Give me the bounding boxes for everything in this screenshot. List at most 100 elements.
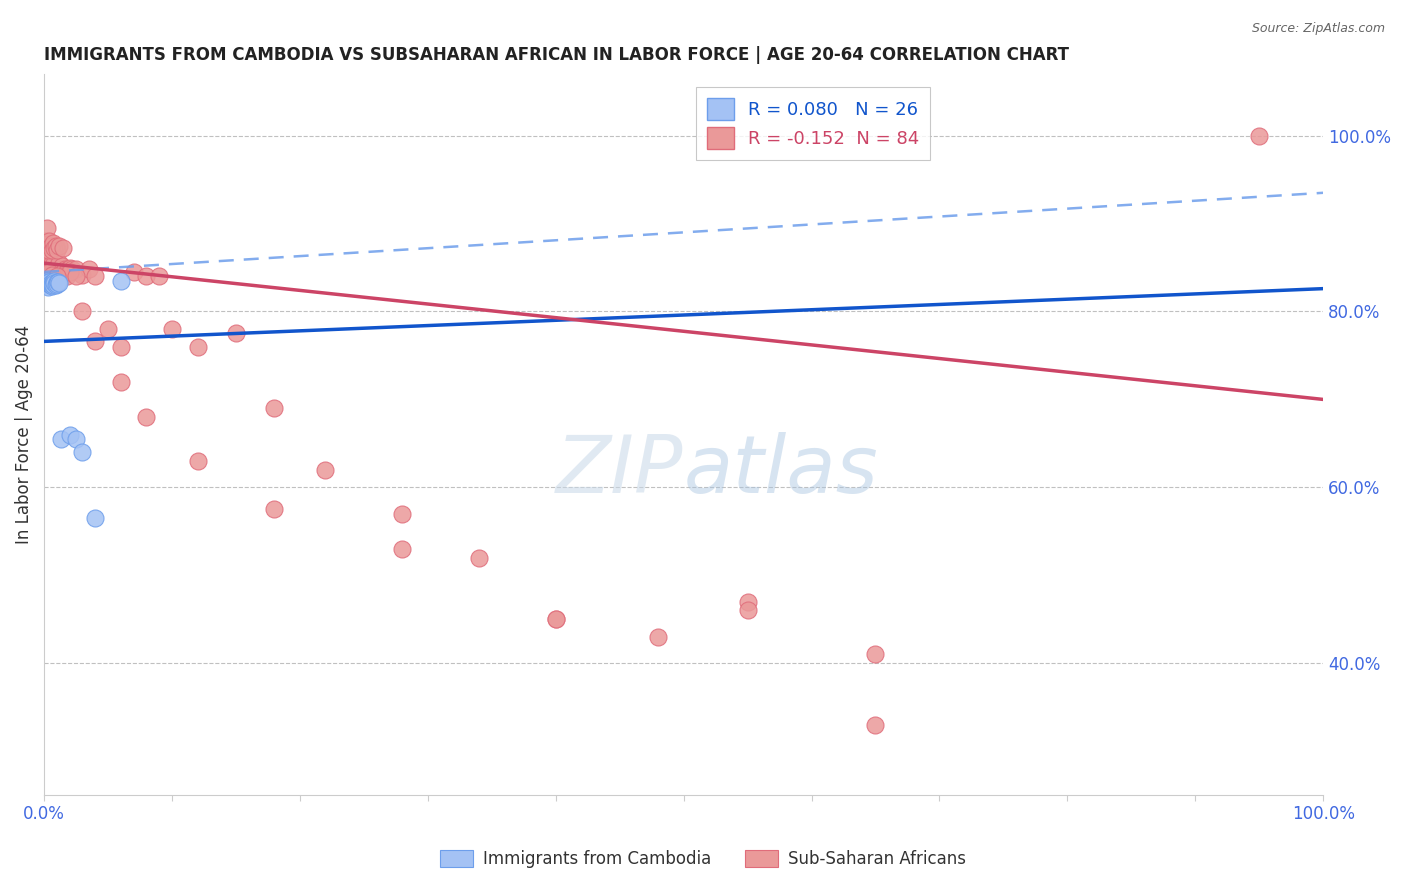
Point bbox=[38, 269, 60, 284]
Point bbox=[44, 256, 66, 270]
Point bbox=[52, 241, 75, 255]
Point bbox=[38, 234, 60, 248]
Point bbox=[65, 432, 87, 446]
Point bbox=[37, 243, 59, 257]
Point bbox=[48, 238, 70, 252]
Point bbox=[42, 278, 65, 293]
Point bbox=[42, 260, 65, 275]
Point bbox=[39, 238, 62, 252]
Point bbox=[52, 265, 75, 279]
Point bbox=[44, 265, 66, 279]
Point bbox=[34, 256, 56, 270]
Point bbox=[44, 241, 66, 255]
Point bbox=[97, 322, 120, 336]
Point bbox=[544, 612, 567, 626]
Point bbox=[37, 269, 59, 284]
Point bbox=[42, 269, 65, 284]
Point bbox=[45, 268, 67, 282]
Y-axis label: In Labor Force | Age 20-64: In Labor Force | Age 20-64 bbox=[15, 325, 32, 544]
Point bbox=[84, 334, 107, 349]
Point bbox=[45, 260, 67, 275]
Point bbox=[1249, 128, 1271, 143]
Point bbox=[45, 276, 67, 290]
Point bbox=[263, 502, 285, 516]
Point bbox=[122, 265, 145, 279]
Point bbox=[65, 269, 87, 284]
Point bbox=[44, 274, 66, 288]
Text: Source: ZipAtlas.com: Source: ZipAtlas.com bbox=[1251, 22, 1385, 36]
Point bbox=[46, 269, 69, 284]
Point bbox=[48, 256, 70, 270]
Point bbox=[45, 277, 67, 292]
Point bbox=[39, 265, 62, 279]
Point bbox=[391, 507, 413, 521]
Point bbox=[45, 238, 67, 252]
Point bbox=[225, 326, 247, 341]
Point bbox=[72, 304, 94, 318]
Point bbox=[42, 276, 65, 290]
Point bbox=[865, 717, 887, 731]
Point bbox=[391, 541, 413, 556]
Point bbox=[34, 234, 56, 248]
Point bbox=[187, 454, 209, 468]
Legend: Immigrants from Cambodia, Sub-Saharan Africans: Immigrants from Cambodia, Sub-Saharan Af… bbox=[433, 843, 973, 875]
Point bbox=[48, 277, 70, 291]
Point bbox=[41, 277, 63, 292]
Point bbox=[39, 277, 62, 291]
Point bbox=[34, 277, 56, 291]
Point bbox=[148, 269, 170, 284]
Point bbox=[37, 280, 59, 294]
Point bbox=[110, 340, 132, 354]
Point bbox=[37, 265, 59, 279]
Point bbox=[49, 262, 72, 277]
Point bbox=[37, 276, 59, 290]
Point bbox=[58, 262, 80, 277]
Point bbox=[37, 256, 59, 270]
Point bbox=[59, 265, 82, 279]
Point bbox=[44, 277, 66, 291]
Point bbox=[187, 340, 209, 354]
Point bbox=[135, 269, 157, 284]
Point bbox=[77, 262, 100, 277]
Point bbox=[35, 274, 58, 288]
Point bbox=[84, 269, 107, 284]
Point bbox=[56, 269, 79, 284]
Point bbox=[53, 262, 76, 277]
Point bbox=[35, 252, 58, 266]
Legend: R = 0.080   N = 26, R = -0.152  N = 84: R = 0.080 N = 26, R = -0.152 N = 84 bbox=[696, 87, 931, 160]
Point bbox=[52, 269, 75, 284]
Point bbox=[39, 260, 62, 275]
Text: IMMIGRANTS FROM CAMBODIA VS SUBSAHARAN AFRICAN IN LABOR FORCE | AGE 20-64 CORREL: IMMIGRANTS FROM CAMBODIA VS SUBSAHARAN A… bbox=[44, 46, 1069, 64]
Point bbox=[49, 432, 72, 446]
Point bbox=[41, 243, 63, 257]
Point bbox=[60, 262, 83, 277]
Point bbox=[160, 322, 183, 336]
Point bbox=[34, 269, 56, 284]
Point bbox=[35, 221, 58, 235]
Point bbox=[41, 256, 63, 270]
Point bbox=[46, 275, 69, 289]
Point bbox=[737, 594, 759, 608]
Point bbox=[39, 278, 62, 293]
Point bbox=[41, 268, 63, 282]
Text: atlas: atlas bbox=[683, 432, 879, 509]
Point bbox=[72, 445, 94, 459]
Point bbox=[45, 269, 67, 284]
Point bbox=[38, 277, 60, 292]
Point bbox=[59, 427, 82, 442]
Point bbox=[315, 463, 337, 477]
Point bbox=[647, 630, 669, 644]
Point bbox=[468, 550, 491, 565]
Point bbox=[42, 235, 65, 250]
Point bbox=[35, 260, 58, 275]
Point bbox=[39, 271, 62, 285]
Point bbox=[737, 603, 759, 617]
Point bbox=[544, 612, 567, 626]
Point bbox=[72, 268, 94, 282]
Point bbox=[135, 409, 157, 424]
Point bbox=[865, 648, 887, 662]
Point bbox=[263, 401, 285, 416]
Point bbox=[38, 265, 60, 279]
Point bbox=[38, 275, 60, 289]
Point bbox=[51, 259, 73, 273]
